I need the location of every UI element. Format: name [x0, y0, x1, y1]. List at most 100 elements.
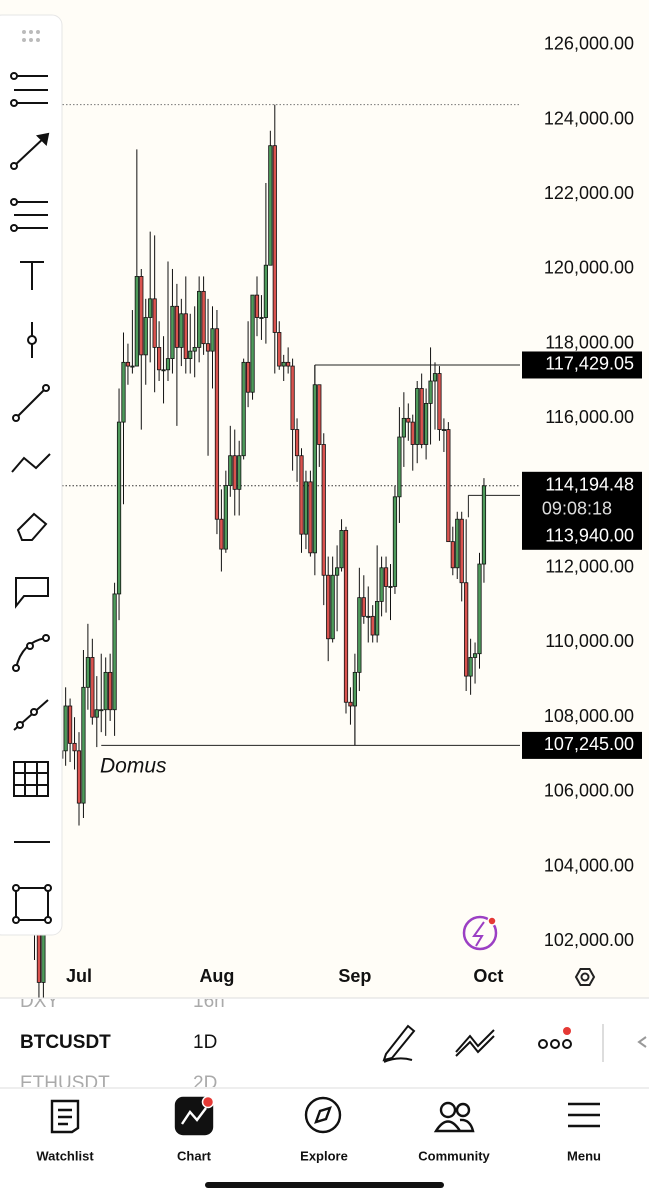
alert-icon[interactable] — [462, 915, 498, 951]
bottom-nav: Watchlist Chart Explore Community Menu — [0, 1089, 649, 1199]
tool-grid[interactable] — [13, 761, 49, 797]
countdown: 09:08:18 — [542, 499, 612, 519]
symbol-name[interactable]: DXY — [20, 991, 59, 1012]
candle-body — [219, 518, 224, 550]
candle-body — [437, 373, 442, 430]
x-tick-label: Aug — [199, 966, 234, 986]
more-icon[interactable] — [538, 1027, 572, 1049]
y-tick-label: 120,000.00 — [544, 258, 634, 278]
candle-body — [259, 317, 264, 319]
candle-body — [139, 276, 144, 356]
tool-vline[interactable] — [27, 322, 37, 358]
candle-body — [375, 601, 380, 636]
candle-body — [241, 361, 246, 457]
settings-icon[interactable] — [574, 968, 596, 986]
tool-callout[interactable] — [15, 577, 49, 609]
candle-body — [112, 593, 117, 711]
candle-body — [85, 657, 90, 688]
nav-label[interactable]: Community — [418, 1148, 490, 1163]
tool-arrow[interactable] — [10, 132, 50, 170]
level-label: 107,245.00 — [544, 734, 634, 754]
candle-body — [290, 365, 295, 430]
candle-body — [419, 388, 424, 445]
candle-body — [116, 421, 122, 595]
nav-label[interactable]: Menu — [567, 1148, 601, 1163]
candle-body — [352, 671, 357, 707]
explore-icon[interactable] — [304, 1096, 342, 1134]
menu-icon[interactable] — [568, 1102, 600, 1128]
candle-body — [361, 597, 366, 617]
candle-body — [183, 313, 188, 359]
symbol-name[interactable]: ETHUSDT — [20, 1073, 110, 1094]
tool-curve[interactable] — [12, 634, 50, 672]
candle-body — [383, 567, 389, 587]
last-price-label: 114,194.48 — [545, 475, 634, 495]
candle-body — [36, 933, 42, 983]
tool-rect[interactable] — [12, 884, 52, 924]
pencil-underline — [383, 1057, 413, 1063]
candle-body — [321, 444, 326, 576]
tool-fib[interactable] — [10, 72, 48, 107]
candle-body — [81, 686, 86, 804]
candle-body — [455, 518, 460, 569]
candle-body — [76, 750, 82, 804]
y-tick-label: 126,000.00 — [544, 34, 634, 54]
candle-body — [268, 145, 273, 266]
tool-channel[interactable] — [10, 198, 48, 232]
candle-body — [192, 346, 197, 352]
y-tick-label: 112,000.00 — [545, 557, 634, 577]
candle-body — [174, 305, 179, 348]
indicator-icon[interactable] — [455, 1029, 495, 1057]
tool-text[interactable] — [20, 261, 44, 290]
candle-body — [67, 705, 73, 744]
y-tick-label: 106,000.00 — [544, 781, 634, 801]
candle-body — [326, 574, 331, 640]
level-label: 117,429.05 — [545, 354, 634, 374]
candle-body — [441, 429, 447, 431]
candle-body — [366, 615, 371, 618]
pencil-icon[interactable] — [382, 1024, 416, 1062]
candle-body — [125, 361, 131, 367]
home-indicator — [205, 1182, 444, 1188]
candle-body — [99, 709, 104, 712]
candle-body — [165, 358, 171, 371]
candle-body — [424, 403, 429, 445]
nav-label[interactable]: Chart — [177, 1148, 212, 1163]
candle-body — [343, 530, 349, 703]
annotation-text: Domus — [100, 755, 167, 778]
y-tick-label: 118,000.00 — [545, 332, 634, 352]
y-tick-label: 124,000.00 — [544, 108, 634, 128]
tool-eraser[interactable] — [16, 512, 48, 541]
candle-body — [205, 343, 211, 352]
candle-body — [281, 361, 286, 367]
candle-body — [103, 671, 108, 711]
candle-body — [214, 328, 220, 520]
candle-body — [94, 709, 99, 718]
marks — [27, 104, 487, 1084]
candle-body — [379, 567, 384, 602]
candle-body — [308, 481, 313, 554]
x-tick-label: Jul — [66, 966, 92, 986]
y-tick-label: 108,000.00 — [544, 706, 634, 726]
collapse-icon[interactable] — [637, 1036, 647, 1048]
candle-body — [348, 701, 353, 707]
candle-body — [188, 350, 193, 359]
watchlist-icon[interactable] — [50, 1099, 80, 1134]
community-icon[interactable] — [433, 1101, 475, 1133]
tool-trendline[interactable] — [12, 384, 50, 422]
tool-path[interactable] — [11, 453, 51, 473]
candle-body — [432, 373, 438, 382]
nav-label[interactable]: Watchlist — [36, 1148, 94, 1163]
candle-body — [339, 530, 344, 569]
candle-body — [312, 384, 317, 554]
tool-ray[interactable] — [13, 699, 49, 731]
nav-label[interactable]: Explore — [300, 1148, 348, 1163]
candle-body — [210, 328, 215, 352]
level-label: 113,940.00 — [545, 526, 634, 546]
symbol-name[interactable]: BTCUSDT — [20, 1032, 111, 1053]
y-tick-label: 102,000.00 — [544, 930, 634, 950]
candle-body — [397, 436, 402, 498]
candle-body — [90, 657, 95, 718]
